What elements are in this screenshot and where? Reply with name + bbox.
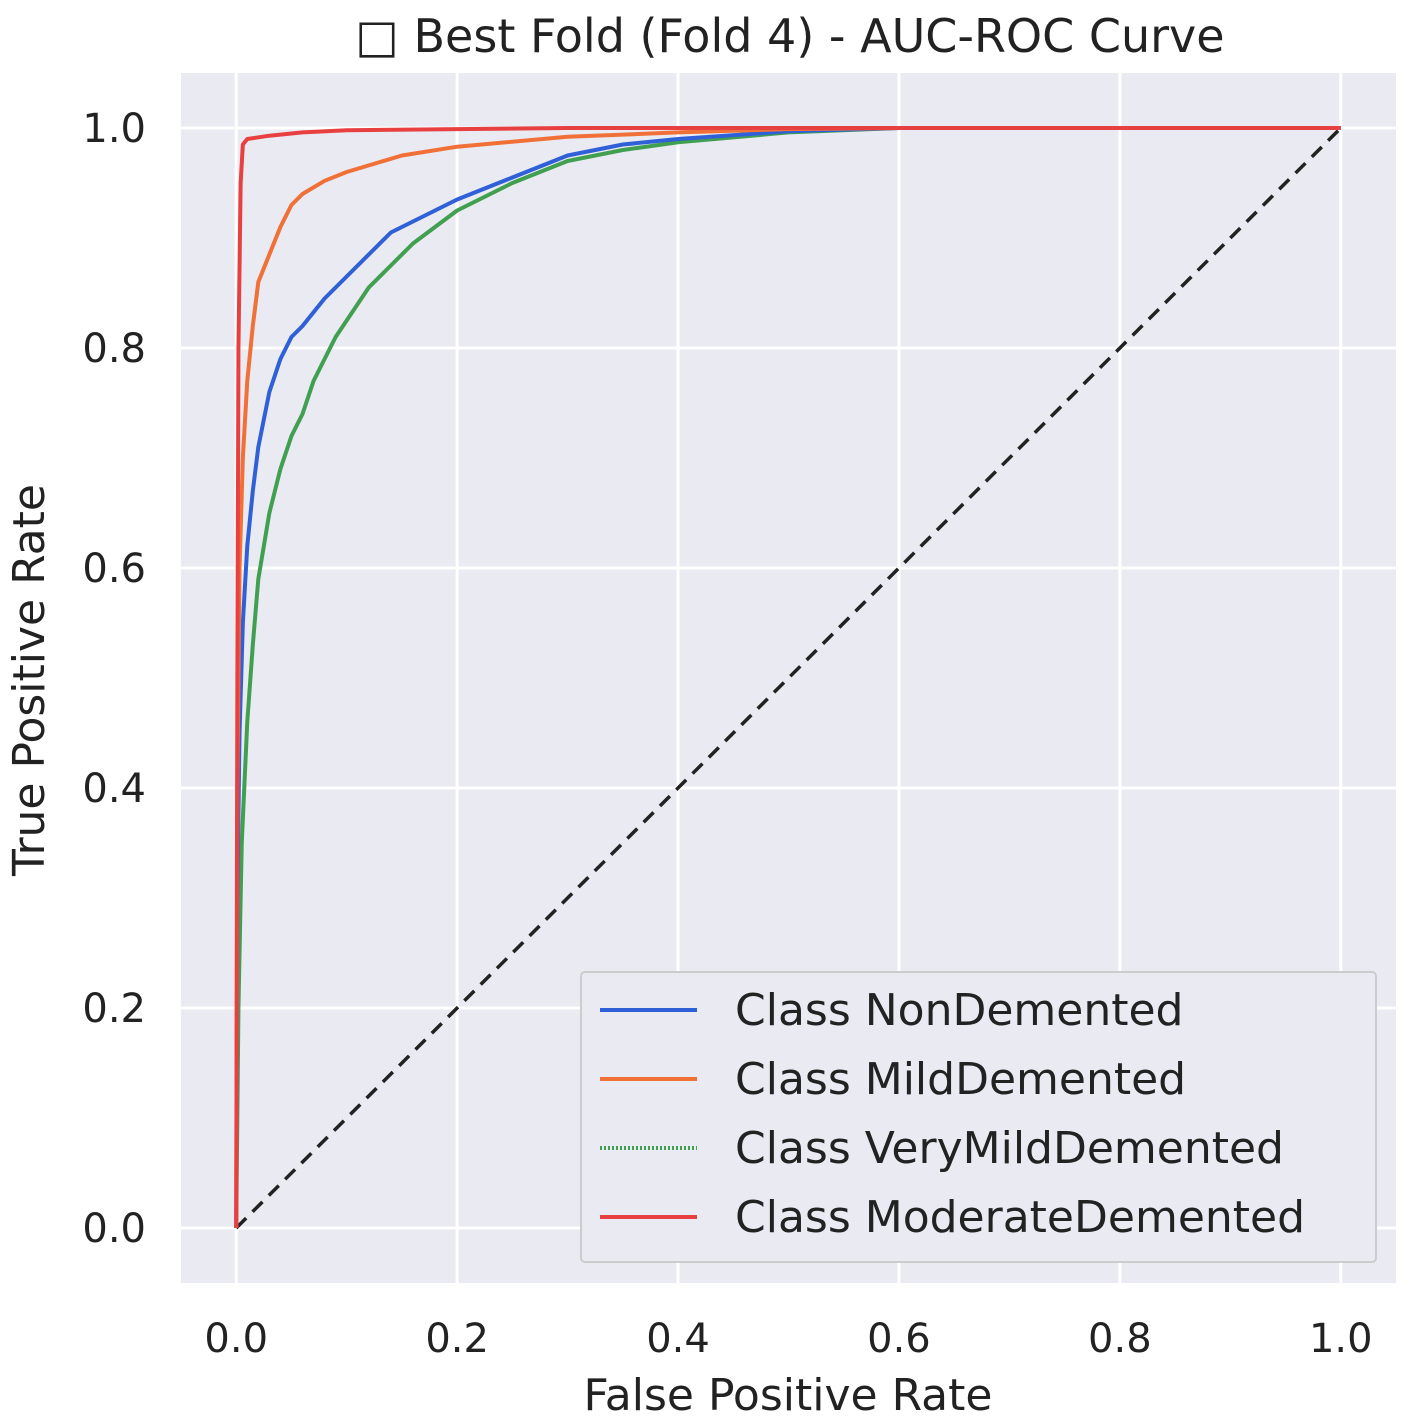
legend-label-class-verymilddemented: Class VeryMildDemented (735, 1123, 1284, 1174)
x-tick-label: 0.6 (867, 1316, 931, 1362)
y-tick-label: 1.0 (82, 106, 146, 152)
chart-title: □ Best Fold (Fold 4) - AUC-ROC Curve (355, 9, 1224, 63)
y-tick-label: 0.2 (82, 986, 146, 1032)
series-line-class-nondemented (234, 126, 1341, 1229)
y-tick-label: 0.6 (82, 546, 146, 592)
y-tick-label: 0.0 (82, 1206, 146, 1252)
legend: Class NonDemented Class MildDemented Class… (580, 971, 1377, 1263)
series-line-class-milddemented (234, 126, 1341, 1229)
x-tick-label: 0.4 (646, 1316, 710, 1362)
reference-layer (234, 126, 1343, 1230)
reference-diagonal-line (234, 126, 1343, 1230)
series-line-class-moderatedemented (234, 126, 1341, 1229)
legend-label-class-milddemented: Class MildDemented (735, 1054, 1186, 1105)
x-tick-label: 0.8 (1088, 1316, 1152, 1362)
series-layer (234, 126, 1341, 1229)
y-axis-label: True Positive Rate (4, 484, 55, 877)
y-tick-label: 0.8 (82, 326, 146, 372)
series-line-class-verymilddemented (234, 126, 1341, 1229)
x-tick-label: 1.0 (1309, 1316, 1373, 1362)
legend-label-class-nondemented: Class NonDemented (735, 985, 1184, 1036)
x-axis-ticks: 0.0 0.2 0.4 0.6 0.8 1.0 (204, 1316, 1372, 1362)
x-tick-label: 0.2 (425, 1316, 489, 1362)
legend-box (580, 971, 1377, 1263)
y-axis-ticks: 0.0 0.2 0.4 0.6 0.8 1.0 (82, 106, 146, 1252)
x-axis-label: False Positive Rate (584, 1370, 993, 1421)
legend-label-class-moderatedemented: Class ModerateDemented (735, 1192, 1305, 1243)
y-tick-label: 0.4 (82, 766, 146, 812)
x-tick-label: 0.0 (204, 1316, 268, 1362)
